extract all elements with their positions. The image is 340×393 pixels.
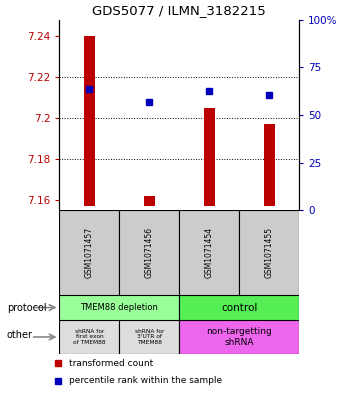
Text: shRNA for
3'UTR of
TMEM88: shRNA for 3'UTR of TMEM88 xyxy=(135,329,164,345)
Text: shRNA for
first exon
of TMEM88: shRNA for first exon of TMEM88 xyxy=(73,329,106,345)
Text: GSM1071455: GSM1071455 xyxy=(265,227,274,278)
Bar xyxy=(84,36,95,206)
Title: GDS5077 / ILMN_3182215: GDS5077 / ILMN_3182215 xyxy=(92,4,266,17)
Bar xyxy=(180,295,299,320)
Text: non-targetting
shRNA: non-targetting shRNA xyxy=(206,327,272,347)
Text: control: control xyxy=(221,303,257,312)
Text: GSM1071456: GSM1071456 xyxy=(145,227,154,278)
Bar xyxy=(204,108,215,206)
Text: other: other xyxy=(7,330,33,340)
Text: protocol: protocol xyxy=(7,303,47,312)
Bar xyxy=(144,196,155,206)
Bar xyxy=(59,295,180,320)
Bar xyxy=(119,320,179,354)
Bar xyxy=(180,210,239,295)
Bar xyxy=(59,210,119,295)
Text: percentile rank within the sample: percentile rank within the sample xyxy=(69,376,222,385)
Bar xyxy=(264,124,275,206)
Bar xyxy=(180,320,299,354)
Bar xyxy=(119,210,179,295)
Text: GSM1071457: GSM1071457 xyxy=(85,227,94,278)
Text: GSM1071454: GSM1071454 xyxy=(205,227,214,278)
Text: TMEM88 depletion: TMEM88 depletion xyxy=(81,303,158,312)
Bar xyxy=(59,320,119,354)
Bar xyxy=(239,210,299,295)
Text: transformed count: transformed count xyxy=(69,358,153,367)
